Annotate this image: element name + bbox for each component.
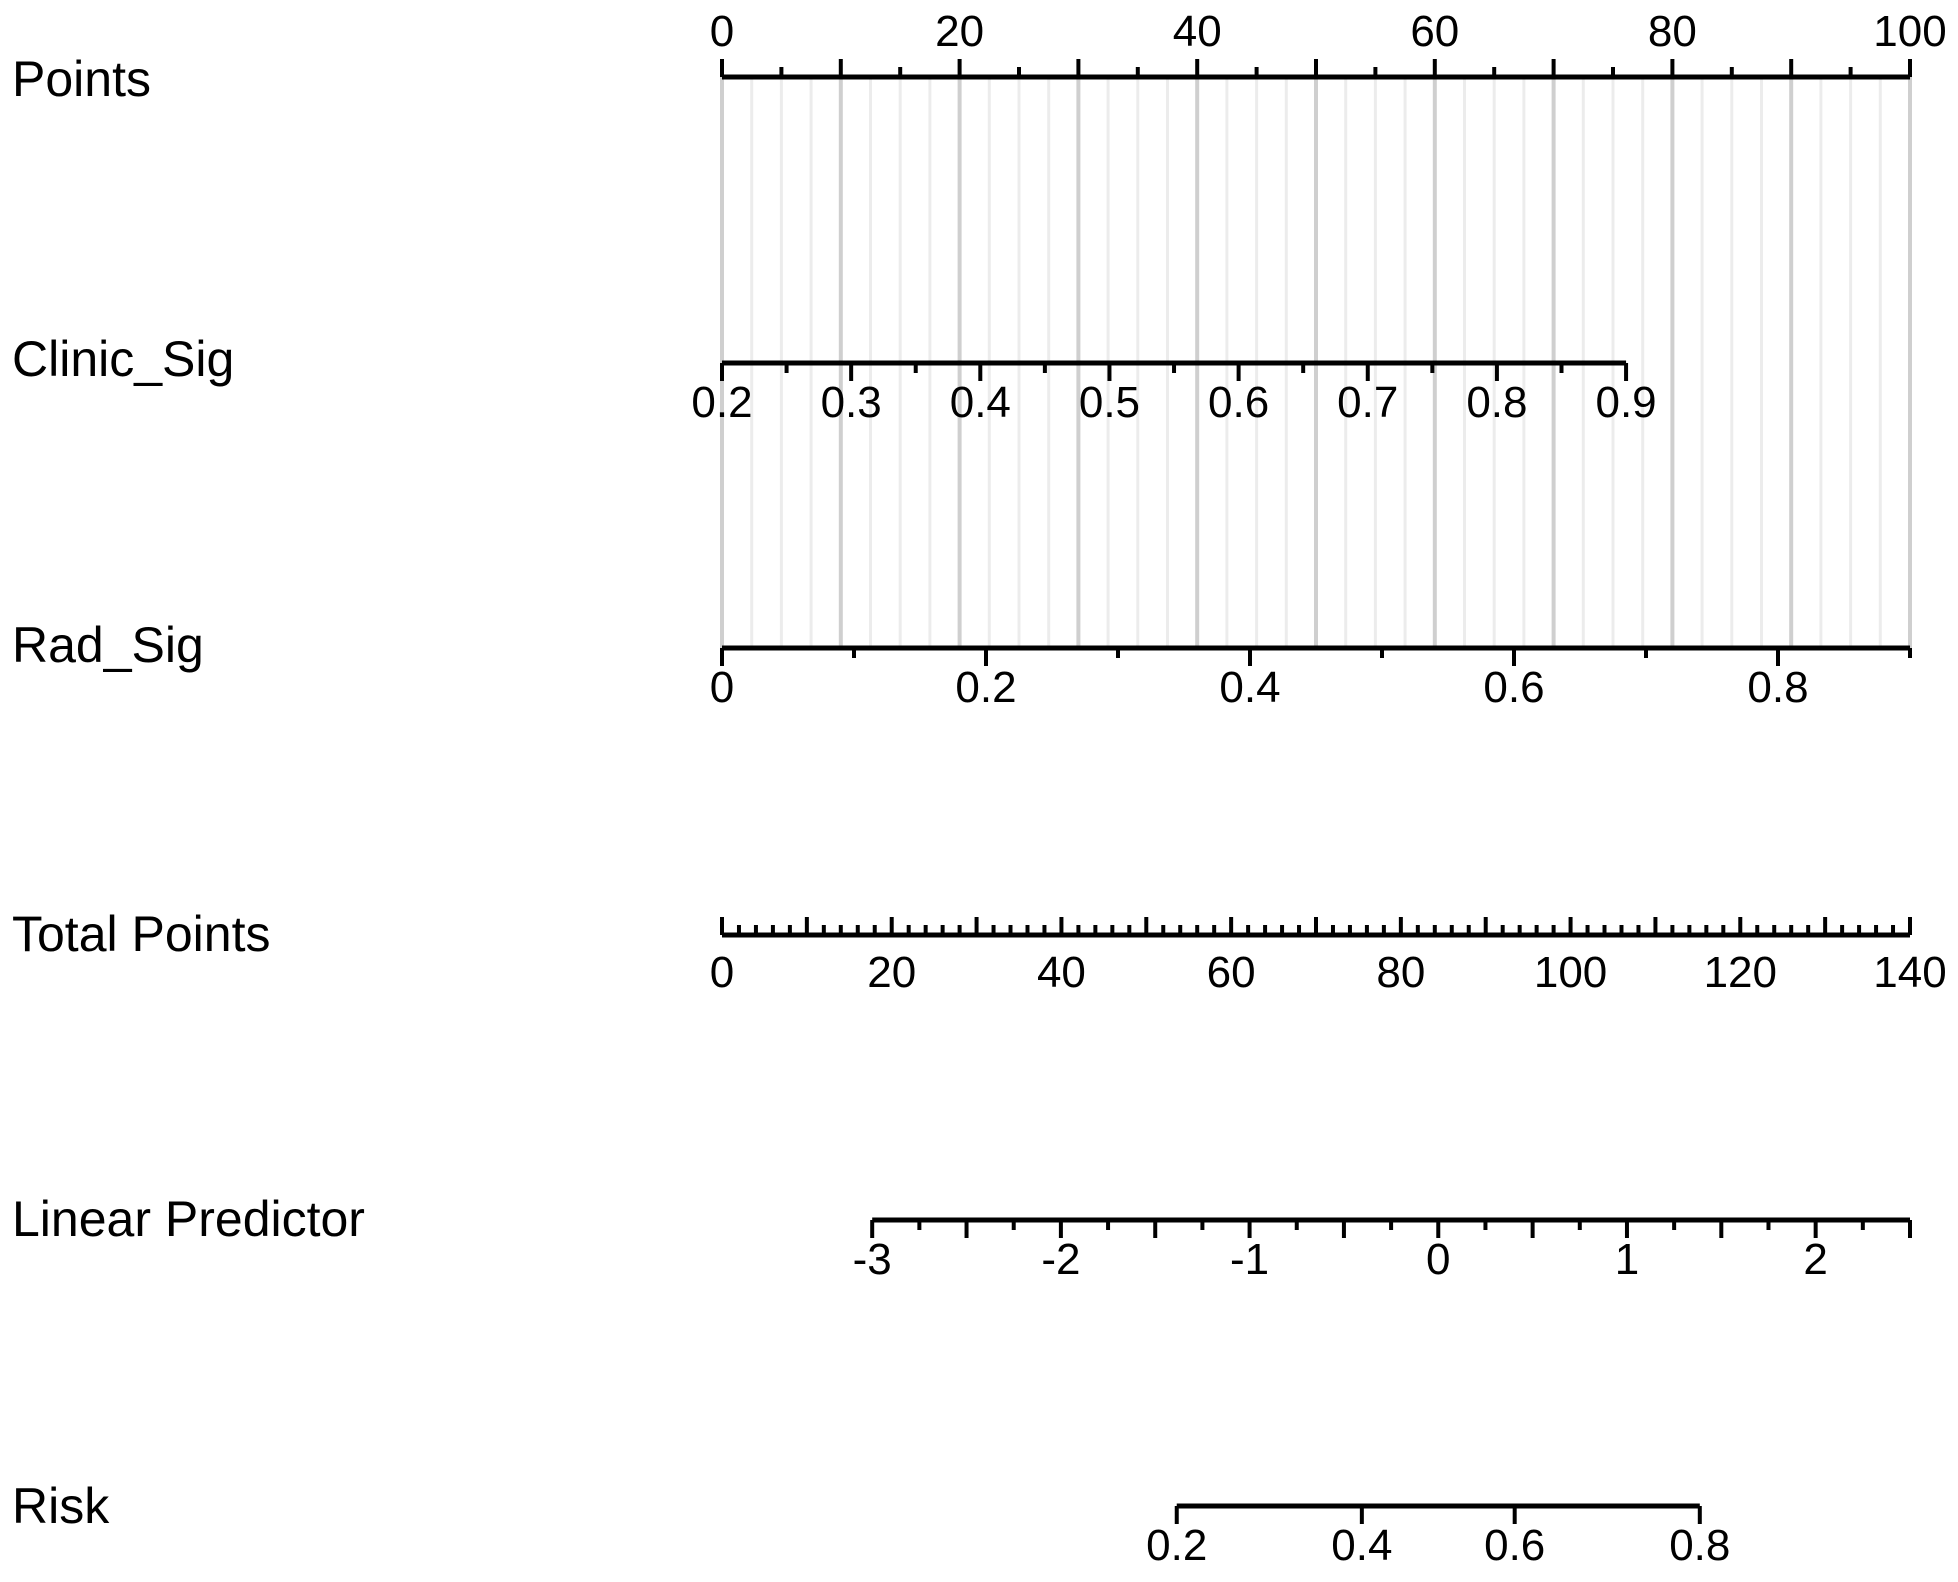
tick-label: 0.4	[950, 378, 1011, 427]
tick-label: 100	[1873, 7, 1946, 56]
tick-label: 120	[1704, 948, 1777, 997]
tick-label: -1	[1230, 1235, 1269, 1284]
tick-label: -2	[1041, 1235, 1080, 1284]
tick-label: 0.8	[1466, 378, 1527, 427]
tick-label: 0.2	[691, 378, 752, 427]
tick-label: 1	[1615, 1235, 1639, 1284]
tick-label: 0.2	[1146, 1521, 1207, 1570]
tick-label: 0.3	[821, 378, 882, 427]
tick-label: 0.7	[1337, 378, 1398, 427]
tick-label: 20	[867, 948, 916, 997]
tick-label: 0	[710, 663, 734, 712]
tick-label: 0.2	[955, 663, 1016, 712]
row-label: Clinic_Sig	[12, 331, 234, 387]
tick-label: 0.5	[1079, 378, 1140, 427]
tick-label: 40	[1037, 948, 1086, 997]
tick-label: 60	[1207, 948, 1256, 997]
tick-label: 0.6	[1483, 663, 1544, 712]
tick-label: 0.4	[1219, 663, 1280, 712]
tick-label: 0	[710, 948, 734, 997]
row-label: Risk	[12, 1478, 110, 1534]
tick-label: -3	[853, 1235, 892, 1284]
tick-label: 0.9	[1595, 378, 1656, 427]
tick-label: 0.8	[1669, 1521, 1730, 1570]
tick-label: 80	[1648, 7, 1697, 56]
tick-label: 0.4	[1331, 1521, 1392, 1570]
tick-label: 0.6	[1208, 378, 1269, 427]
tick-label: 80	[1376, 948, 1425, 997]
tick-label: 0	[1426, 1235, 1450, 1284]
tick-label: 100	[1534, 948, 1607, 997]
row-label: Linear Predictor	[12, 1191, 365, 1247]
row-label: Points	[12, 51, 151, 107]
row-label: Total Points	[12, 906, 270, 962]
tick-label: 0.6	[1484, 1521, 1545, 1570]
tick-label: 20	[935, 7, 984, 56]
row-label: Rad_Sig	[12, 617, 204, 673]
tick-label: 2	[1803, 1235, 1827, 1284]
tick-label: 40	[1173, 7, 1222, 56]
tick-label: 0	[710, 7, 734, 56]
tick-label: 60	[1410, 7, 1459, 56]
tick-label: 0.8	[1747, 663, 1808, 712]
tick-label: 140	[1873, 948, 1946, 997]
